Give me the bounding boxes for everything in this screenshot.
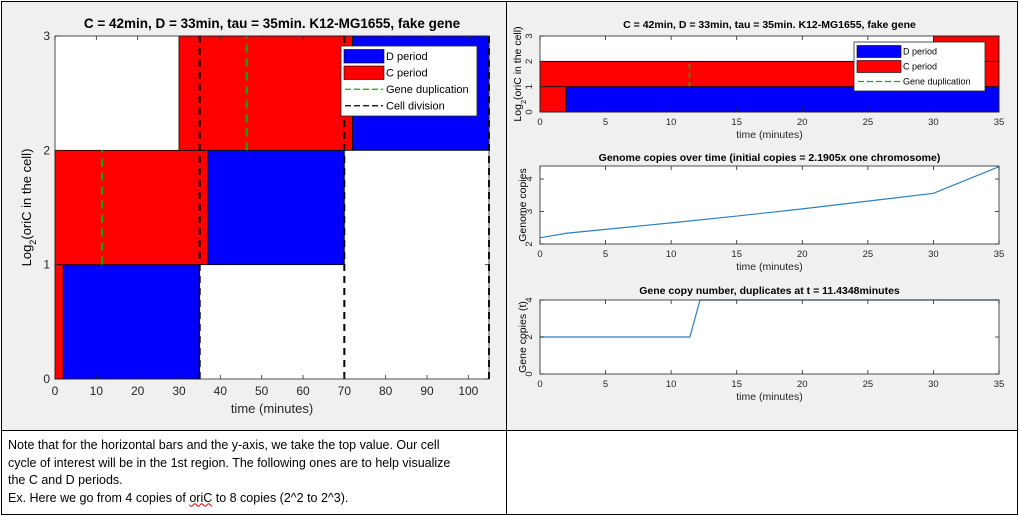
- chart-title: C = 42min, D = 33min, tau = 35min. K12-M…: [623, 19, 916, 31]
- x-tick-label: 35: [994, 117, 1005, 128]
- note-line-4: Ex. Here we go from 4 copies of oriC to …: [8, 490, 500, 508]
- y-tick-label: 4: [524, 176, 535, 181]
- axes-box: [539, 35, 1000, 113]
- note-line-4-post: to 8 copies (2^2 to 2^3).: [212, 490, 349, 505]
- x-tick-label: 60: [296, 384, 310, 398]
- legend-swatch-d-period: [343, 49, 385, 64]
- x-tick-label: 30: [928, 249, 939, 260]
- y-tick-label: 2: [524, 59, 535, 64]
- right-note-panel: [506, 430, 1018, 515]
- x-tick-label: 10: [666, 117, 677, 128]
- y-tick-label: 2: [524, 334, 535, 339]
- bar-c-period: [178, 35, 354, 151]
- bar-c-period: [54, 149, 209, 266]
- bar-d-period: [62, 264, 201, 380]
- x-tick-label: 50: [255, 384, 269, 398]
- x-tick-label: 0: [537, 249, 542, 260]
- x-tick-label: 25: [863, 117, 874, 128]
- bar-d-period: [207, 149, 345, 266]
- chart-title: Genome copies over time (initial copies …: [599, 152, 941, 164]
- legend-label: D period: [903, 47, 937, 57]
- y-tick-label: 3: [524, 209, 535, 214]
- y-tick-label: 1: [43, 258, 50, 272]
- x-tick-label: 25: [863, 249, 874, 260]
- legend-label: Gene duplication: [903, 77, 971, 87]
- x-tick-label: 10: [90, 384, 104, 398]
- x-tick-label: 5: [603, 379, 608, 390]
- legend-label: C period: [903, 62, 937, 72]
- y-tick-label: 0: [43, 372, 50, 386]
- x-tick-label: 35: [994, 249, 1005, 260]
- x-tick-label: 30: [928, 117, 939, 128]
- x-tick-label: 40: [214, 384, 228, 398]
- y-axis-label: Genome copies: [517, 168, 529, 242]
- x-tick-label: 30: [928, 379, 939, 390]
- chart-oric-cell-cycle-full: 0 10 20 30 40 50 60 70 80 90 100 0 1 2 3 C = 42min, D =…: [19, 16, 490, 416]
- note-word-oric: oriC: [189, 490, 213, 505]
- legend-label: C period: [386, 68, 428, 80]
- y-axis-label: Log2(oriC in the cell): [19, 149, 38, 267]
- bar-c-period: [539, 86, 567, 113]
- explanation-note: Note that for the horizontal bars and th…: [1, 430, 507, 515]
- bar-c-period: [54, 264, 64, 380]
- x-axis-label: time (minutes): [231, 401, 313, 416]
- x-tick-label: 15: [731, 249, 742, 260]
- x-tick-label: 20: [131, 384, 145, 398]
- chart-oric-cell-cycle-zoom: 0 5 10 15 20 25 30 35 0 1 2 3 C = 42min, D = 33min, …: [512, 19, 1005, 141]
- legend-label: Gene duplication: [386, 84, 469, 96]
- x-axis-label: time (minutes): [736, 129, 803, 141]
- x-tick-label: 90: [420, 384, 434, 398]
- legend-label: Cell division: [386, 101, 445, 113]
- legend-label: D period: [386, 51, 428, 63]
- x-axis-label: time (minutes): [736, 261, 803, 273]
- x-tick-label: 15: [731, 117, 742, 128]
- axes-box: [539, 165, 1000, 245]
- x-tick-label: 15: [731, 379, 742, 390]
- x-tick-label: 10: [666, 379, 677, 390]
- y-tick-label: 2: [43, 143, 50, 157]
- note-line-2: cycle of interest will be in the 1st reg…: [8, 455, 451, 470]
- x-tick-label: 20: [797, 249, 808, 260]
- y-tick-label: 4: [524, 297, 535, 302]
- y-tick-label: 1: [524, 84, 535, 89]
- x-tick-label: 25: [863, 379, 874, 390]
- y-tick-label: 3: [524, 33, 535, 38]
- x-tick-label: 0: [52, 384, 59, 398]
- y-axis-label: Log2(oriC in the cell): [512, 26, 528, 121]
- plot-area: [540, 166, 999, 244]
- x-axis-label: time (minutes): [736, 391, 803, 403]
- chart-title: C = 42min, D = 33min, tau = 35min. K12-M…: [84, 16, 461, 31]
- x-tick-label: 100: [458, 384, 478, 398]
- y-tick-label: 0: [524, 109, 535, 114]
- y-tick-label: 2: [524, 241, 535, 246]
- x-tick-label: 10: [666, 249, 677, 260]
- x-tick-label: 0: [537, 379, 542, 390]
- chart-genome-copies: 0 5 10 15 20 25 30 35 2 3 4 Genome copies over time…: [517, 152, 1005, 273]
- x-tick-label: 5: [603, 249, 608, 260]
- x-tick-label: 35: [994, 379, 1005, 390]
- x-tick-label: 20: [797, 117, 808, 128]
- x-tick-label: 30: [172, 384, 186, 398]
- legend-swatch-c-period: [343, 65, 385, 80]
- y-axis-label: Gene copies (t): [517, 301, 529, 373]
- y-tick-label: 0: [524, 371, 535, 376]
- x-tick-label: 70: [338, 384, 352, 398]
- chart-gene-copy-number: 0 5 10 15 20 25 30 35 0 2 4 Gene copy number, dupli…: [517, 285, 1005, 403]
- y-tick-label: 3: [43, 29, 50, 43]
- legend-swatch-c-period: [856, 60, 902, 73]
- axes-box: [54, 35, 490, 380]
- legend-swatch-d-period: [856, 45, 902, 58]
- x-tick-label: 20: [797, 379, 808, 390]
- x-tick-label: 5: [603, 117, 608, 128]
- note-line-4-pre: Ex. Here we go from 4 copies of: [8, 490, 190, 505]
- note-line-1: Note that for the horizontal bars and th…: [8, 438, 440, 452]
- chart-title: Gene copy number, duplicates at t = 11.4…: [639, 285, 900, 297]
- x-tick-label: 0: [537, 117, 542, 128]
- x-tick-label: 80: [379, 384, 393, 398]
- note-line-3: the C and D periods.: [8, 473, 123, 487]
